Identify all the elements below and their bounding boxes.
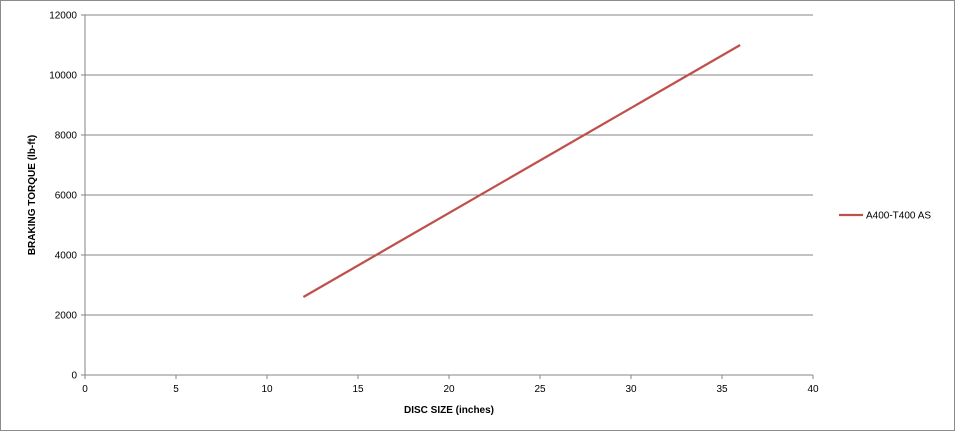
x-tick-label: 30 bbox=[625, 384, 637, 395]
legend-label: A400-T400 AS bbox=[866, 211, 931, 222]
y-tick-label: 6000 bbox=[55, 191, 78, 202]
x-tick-label: 10 bbox=[261, 384, 273, 395]
gridlines bbox=[85, 14, 813, 316]
y-tick-label: 12000 bbox=[49, 11, 77, 22]
y-tick-label: 8000 bbox=[55, 131, 78, 142]
series-line-0 bbox=[302, 44, 741, 298]
x-tick-label: 20 bbox=[443, 384, 455, 395]
legend: A400-T400 AS bbox=[839, 211, 931, 222]
x-tick-label: 5 bbox=[173, 384, 179, 395]
x-tick-label: 15 bbox=[352, 384, 364, 395]
x-axis-title: DISC SIZE (inches) bbox=[404, 405, 494, 416]
y-tick-label: 2000 bbox=[55, 311, 78, 322]
x-tick-label: 25 bbox=[534, 384, 546, 395]
y-axis-title: BRAKING TORQUE (lb-ft) bbox=[27, 135, 38, 255]
x-tick-label: 40 bbox=[807, 384, 819, 395]
axes bbox=[81, 14, 814, 379]
tick-labels: 0 2000 4000 6000 8000 10000 12000 0 5 10 15 20 25 30 3… bbox=[49, 11, 819, 396]
y-tick-label: 10000 bbox=[49, 71, 77, 82]
x-tick-label: 35 bbox=[716, 384, 728, 395]
series-lines bbox=[302, 44, 741, 298]
x-tick-label: 0 bbox=[82, 384, 88, 395]
y-tick-label: 0 bbox=[71, 371, 77, 382]
y-tick-label: 4000 bbox=[55, 251, 78, 262]
